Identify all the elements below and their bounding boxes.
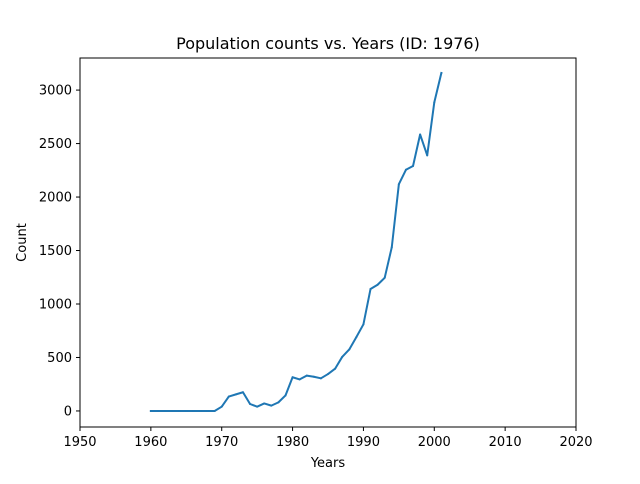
y-tick-label: 2000 [39,191,72,206]
y-tick-label: 3000 [39,84,72,99]
x-tick-label: 2000 [418,435,451,450]
data-point [369,288,372,291]
data-point [298,378,301,381]
data-point [327,373,329,376]
y-tick-label: 2500 [39,137,72,152]
data-point [156,409,159,412]
data-point [213,409,216,412]
data-point [355,336,358,339]
data-point [164,409,167,412]
x-tick-label: 2020 [559,435,592,450]
data-point [199,409,202,412]
series-line [149,71,443,412]
x-tick-label: 1970 [205,435,238,450]
data-point [256,405,259,408]
y-tick-label: 1000 [39,298,72,313]
data-point [178,409,181,412]
data-point [390,246,393,249]
x-tick-label: 1960 [134,435,167,450]
data-point [284,394,287,397]
data-point [291,376,294,379]
x-axis-label: Years [310,456,346,471]
x-tick-label: 1990 [347,435,380,450]
data-point [341,355,344,358]
data-point [404,168,407,171]
data-point [206,409,209,412]
axis-ticks: 1950 1960 1970 1980 1990 2000 2010 2020 0 500 1000… [39,84,593,450]
data-point [277,401,280,404]
data-point [419,133,422,136]
data-point [397,183,400,186]
data-point [249,403,252,405]
data-point [185,409,188,412]
data-point [319,377,322,380]
data-point [149,409,152,412]
y-tick-label: 1500 [39,244,72,259]
data-point [440,71,443,74]
y-tick-label: 500 [47,351,72,366]
data-point [348,348,351,351]
y-axis-label: Count [15,223,30,262]
data-point [241,391,244,394]
data-point [312,375,315,378]
data-point [192,409,195,412]
data-point [376,283,379,286]
data-point [426,154,429,157]
series-layer [149,71,443,412]
data-point [234,393,237,396]
data-point [362,323,365,326]
y-tick-label: 0 [64,404,72,419]
data-point [433,101,436,104]
plot-frame [79,57,577,428]
chart-title: Population counts vs. Years (ID: 1976) [176,34,480,53]
data-point [263,402,266,405]
data-point [227,395,230,398]
data-point [270,404,273,407]
data-point [171,409,174,412]
data-point [412,165,415,168]
data-point [220,405,223,408]
x-tick-label: 2010 [489,435,522,450]
x-tick-label: 1980 [276,435,309,450]
data-point [334,367,337,370]
data-point [383,276,386,279]
x-tick-label: 1950 [63,435,96,450]
data-point [305,374,308,377]
